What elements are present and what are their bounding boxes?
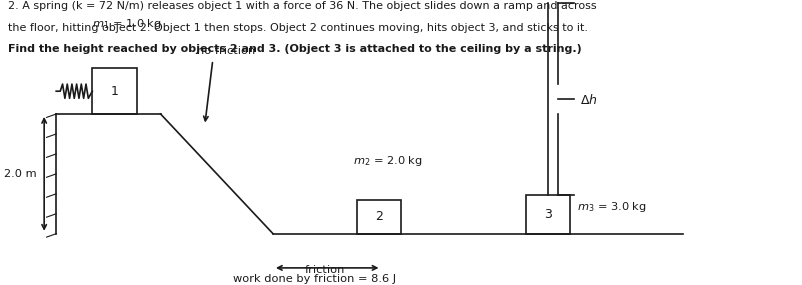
Bar xyxy=(525,195,569,234)
Text: 2: 2 xyxy=(375,210,383,223)
Text: no friction: no friction xyxy=(196,46,255,56)
Text: work done by friction = 8.6 J: work done by friction = 8.6 J xyxy=(233,274,395,284)
Text: 2. A spring (k = 72 N/m) releases object 1 with a force of 36 N. The object slid: 2. A spring (k = 72 N/m) releases object… xyxy=(8,1,596,11)
Text: $m_1$ = 1.0 kg: $m_1$ = 1.0 kg xyxy=(92,17,162,31)
Bar xyxy=(357,200,401,234)
Text: $m_2$ = 2.0 kg: $m_2$ = 2.0 kg xyxy=(353,154,423,168)
Text: $m_3$ = 3.0 kg: $m_3$ = 3.0 kg xyxy=(576,200,646,213)
Text: 2.0 m: 2.0 m xyxy=(4,169,37,179)
Text: 1: 1 xyxy=(111,85,118,98)
Text: friction: friction xyxy=(305,265,345,275)
Text: 3: 3 xyxy=(544,208,551,221)
Text: Find the height reached by objects 2 and 3. (Object 3 is attached to the ceiling: Find the height reached by objects 2 and… xyxy=(8,44,581,54)
Bar xyxy=(92,68,136,114)
Text: $\Delta h$: $\Delta h$ xyxy=(579,93,597,107)
Text: the floor, hitting object 2. Object 1 then stops. Object 2 continues moving, hit: the floor, hitting object 2. Object 1 th… xyxy=(8,23,587,33)
